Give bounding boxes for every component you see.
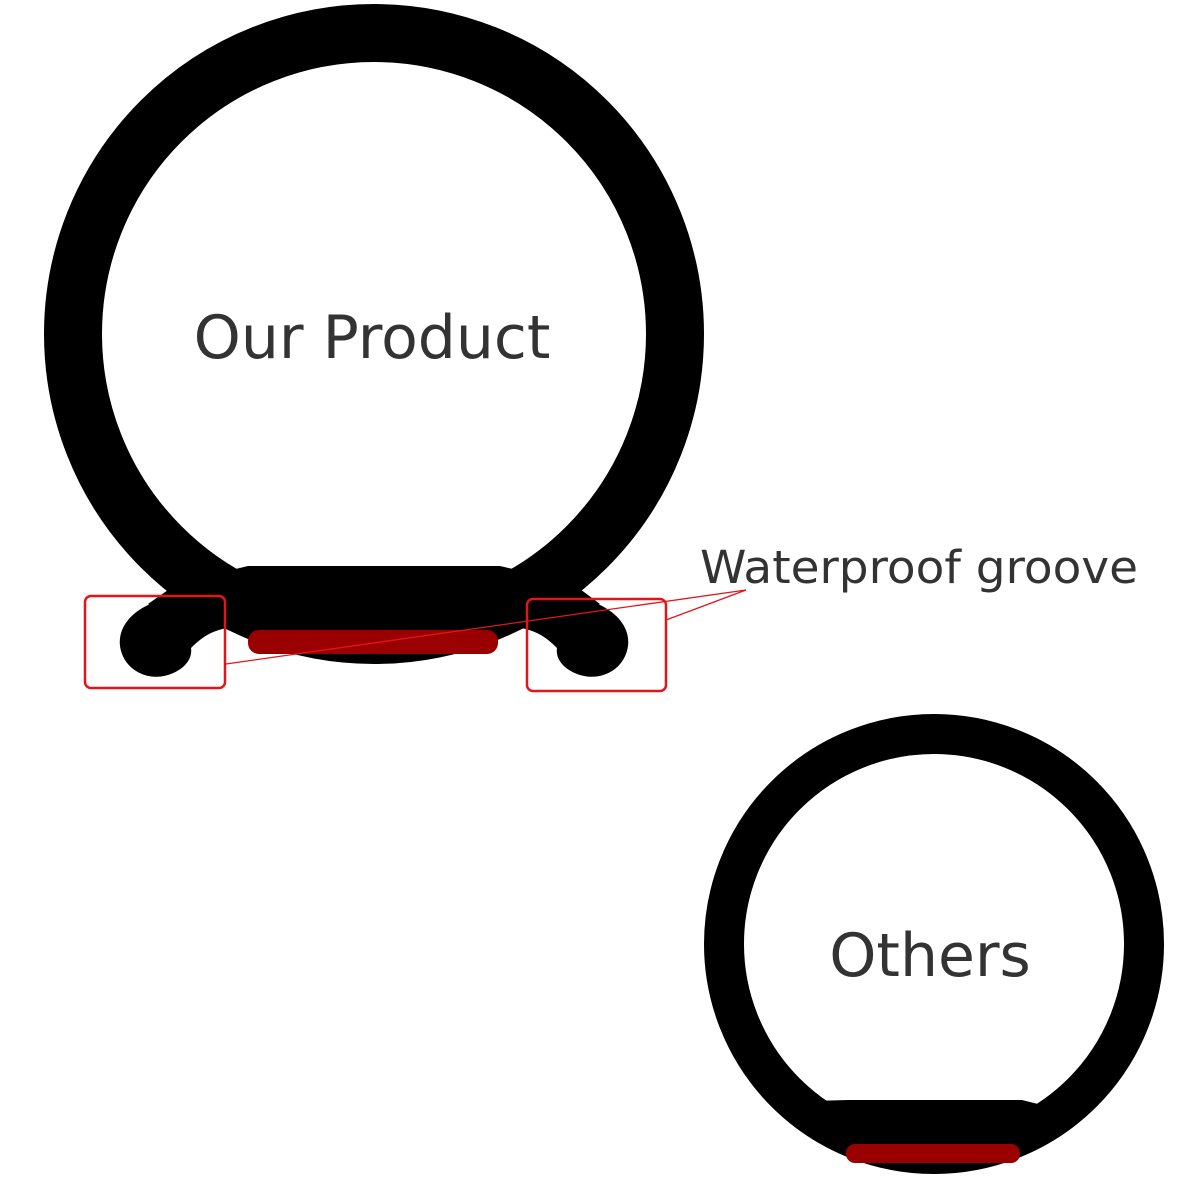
others-seal-base [812, 1100, 1062, 1140]
our-product-seal-base [148, 566, 600, 626]
right-groove-lobe [508, 604, 629, 677]
left-groove-highlight-box [83, 594, 227, 690]
left-groove-lobe [119, 604, 240, 677]
callout-line-left [225, 589, 747, 665]
others-adhesive-tape [846, 1144, 1020, 1163]
waterproof-groove-label: Waterproof groove [700, 541, 1138, 594]
others-seal-icon [704, 714, 1164, 1174]
callout-line-right [665, 589, 747, 621]
others-label: Others [829, 921, 1031, 991]
our-product-adhesive-tape [248, 630, 498, 654]
our-product-seal-icon [44, 4, 704, 677]
our-product-label: Our Product [194, 303, 551, 373]
right-groove-highlight-box [525, 597, 668, 693]
